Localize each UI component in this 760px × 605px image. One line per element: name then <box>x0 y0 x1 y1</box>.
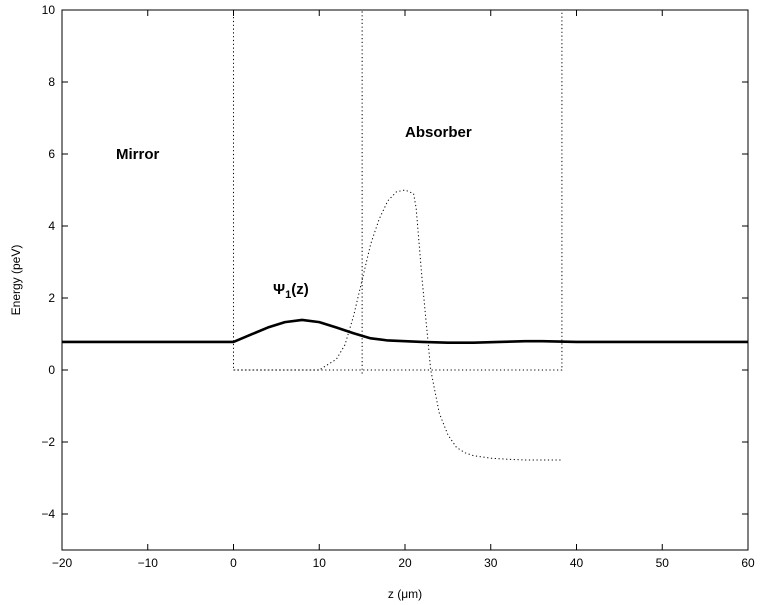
psi-symbol: Ψ <box>273 281 285 298</box>
series-line-3 <box>233 189 562 461</box>
chart-marks <box>62 10 748 461</box>
y-tick-label: −4 <box>41 507 55 521</box>
y-tick-label: 6 <box>48 147 55 161</box>
y-tick-label: 8 <box>48 75 55 89</box>
x-tick-label: −10 <box>138 556 159 570</box>
annotation-psi: Ψ1(z) <box>273 281 309 301</box>
psi-argument: (z) <box>291 281 309 298</box>
x-tick-label: 30 <box>484 556 498 570</box>
x-tick-label: 10 <box>313 556 327 570</box>
y-tick-label: 2 <box>48 291 55 305</box>
x-tick-label: 20 <box>398 556 412 570</box>
x-tick-label: 60 <box>741 556 755 570</box>
annotation-mirror: Mirror <box>116 146 160 163</box>
x-tick-label: 50 <box>656 556 670 570</box>
x-axis-label: z (μm) <box>388 587 422 601</box>
psi-subscript: 1 <box>285 289 291 301</box>
series-line-1 <box>62 10 748 371</box>
plot-frame <box>61 9 749 551</box>
x-tick-label: 40 <box>570 556 584 570</box>
x-tick-label: −20 <box>52 556 73 570</box>
y-tick-label: 4 <box>48 219 55 233</box>
y-tick-label: 0 <box>48 363 55 377</box>
x-tick-label: 0 <box>230 556 237 570</box>
y-tick-label: −2 <box>41 435 55 449</box>
y-axis-label: Energy (peV) <box>9 245 23 316</box>
y-tick-label: 10 <box>42 3 56 17</box>
annotation-absorber: Absorber <box>405 124 472 141</box>
series-line-4 <box>62 318 748 344</box>
